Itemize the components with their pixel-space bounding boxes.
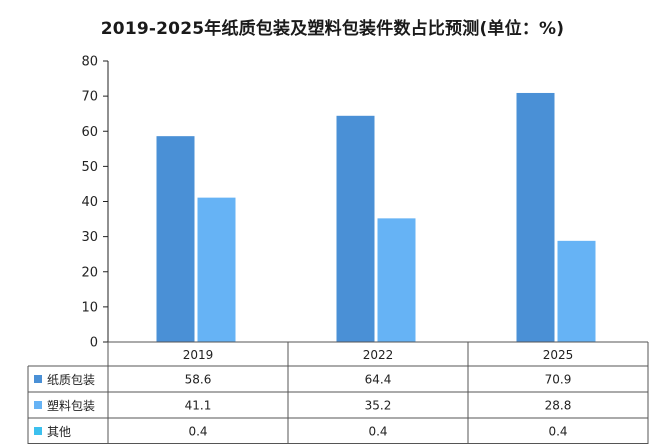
axes: 0 10 20 30 40 50 60 70 80: [81, 55, 109, 351]
y-tick-label: 40: [81, 195, 98, 210]
data-label: 28.8: [545, 399, 572, 413]
data-label: 70.9: [545, 373, 572, 387]
y-tick-label: 0: [90, 336, 98, 351]
data-label: 0.4: [188, 425, 207, 439]
y-tick-label: 20: [81, 265, 98, 280]
x-tick-label: 2022: [363, 348, 394, 362]
bar: [377, 218, 416, 342]
legend-label: 其他: [47, 425, 71, 439]
bar: [156, 136, 195, 342]
data-label: 41.1: [185, 399, 212, 413]
x-tick-label: 2025: [543, 348, 574, 362]
bars: [156, 92, 596, 343]
y-tick-label: 60: [81, 125, 98, 140]
y-tick-label: 10: [81, 300, 98, 315]
y-tick-label: 50: [81, 160, 98, 175]
bar: [516, 92, 555, 343]
y-tick-label: 70: [81, 90, 98, 105]
data-table: 2019 2022 2025 纸质包装 58.6 64.4 70.9 塑料包装 41.1 35.2…: [27, 341, 649, 444]
legend-label: 纸质包装: [47, 373, 95, 387]
legend-swatch: [34, 427, 42, 435]
data-label: 64.4: [365, 373, 392, 387]
y-tick-label: 80: [81, 55, 98, 70]
legend-swatch: [34, 375, 42, 383]
chart-title: 2019-2025年纸质包装及塑料包装件数占比预测(单位：%): [100, 19, 565, 39]
data-label: 35.2: [365, 399, 392, 413]
y-tick-label: 30: [81, 230, 98, 245]
data-label: 0.4: [548, 425, 567, 439]
bar: [336, 115, 375, 342]
data-label: 0.4: [368, 425, 387, 439]
legend-label: 塑料包装: [47, 398, 95, 413]
bar: [197, 197, 236, 342]
bar: [557, 240, 596, 342]
data-label: 58.6: [185, 373, 212, 387]
x-tick-label: 2019: [183, 348, 214, 362]
legend-swatch: [34, 401, 42, 409]
